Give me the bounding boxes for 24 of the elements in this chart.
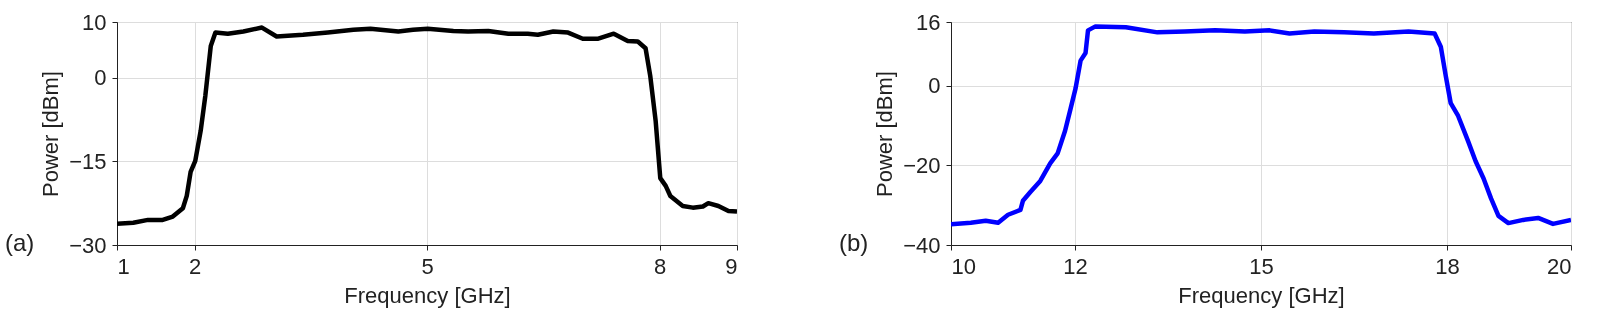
- y-axis-title: Power [dBm]: [872, 71, 898, 197]
- y-axis-title: Power [dBm]: [38, 71, 64, 197]
- x-tick-label: 18: [1435, 253, 1460, 279]
- y-tick-label: −15: [69, 148, 107, 174]
- y-tick-label: −20: [903, 152, 941, 178]
- y-tick-label: 10: [82, 9, 107, 35]
- y-tick-label: 0: [928, 73, 941, 99]
- y-tick-label: −30: [69, 232, 107, 258]
- text: (b): [839, 229, 869, 256]
- x-tick-label: 1: [117, 253, 130, 279]
- y-tick-label: 0: [94, 65, 107, 91]
- text: (a): [5, 229, 35, 256]
- x-tick-label: 12: [1063, 253, 1088, 279]
- x-axis-title: Frequency [GHz]: [1178, 282, 1345, 308]
- y-tick-label: 16: [916, 9, 941, 35]
- x-axis-title: Frequency [GHz]: [344, 282, 511, 308]
- x-tick-label: 10: [951, 253, 976, 279]
- x-tick-label: 9: [725, 253, 738, 279]
- y-tick-label: −40: [903, 232, 941, 258]
- x-tick-label: 5: [421, 253, 434, 279]
- x-tick-label: 8: [653, 253, 667, 279]
- x-tick-label: 15: [1249, 253, 1274, 279]
- x-tick-label: 20: [1547, 253, 1572, 279]
- x-tick-label: 2: [188, 253, 202, 279]
